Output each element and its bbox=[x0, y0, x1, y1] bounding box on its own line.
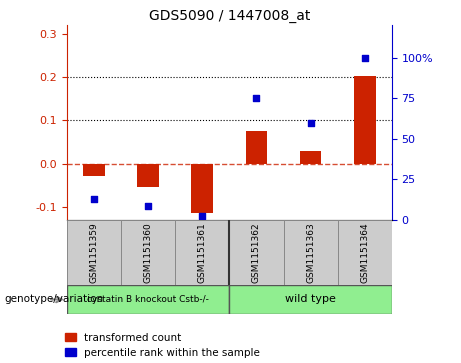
Legend: transformed count, percentile rank within the sample: transformed count, percentile rank withi… bbox=[65, 333, 260, 358]
Bar bbox=[246, 131, 267, 163]
Point bbox=[361, 55, 368, 61]
Bar bbox=[175, 220, 229, 285]
Text: cystatin B knockout Cstb-/-: cystatin B knockout Cstb-/- bbox=[87, 295, 209, 304]
Bar bbox=[67, 220, 121, 285]
Point bbox=[144, 203, 152, 209]
Text: GSM1151362: GSM1151362 bbox=[252, 222, 261, 283]
Text: GSM1151364: GSM1151364 bbox=[360, 222, 369, 283]
Bar bbox=[229, 285, 392, 314]
Bar bbox=[191, 163, 213, 213]
Bar bbox=[67, 285, 229, 314]
Bar bbox=[354, 76, 376, 163]
Point bbox=[90, 196, 98, 202]
Point bbox=[199, 213, 206, 219]
Point bbox=[307, 119, 314, 125]
Point bbox=[253, 95, 260, 101]
Bar bbox=[300, 151, 321, 163]
Title: GDS5090 / 1447008_at: GDS5090 / 1447008_at bbox=[148, 9, 310, 23]
Bar bbox=[121, 220, 175, 285]
Text: GSM1151361: GSM1151361 bbox=[198, 222, 207, 283]
Text: GSM1151363: GSM1151363 bbox=[306, 222, 315, 283]
Bar bbox=[229, 220, 284, 285]
Text: wild type: wild type bbox=[285, 294, 336, 305]
Bar bbox=[83, 163, 105, 176]
Bar bbox=[337, 220, 392, 285]
Text: GSM1151360: GSM1151360 bbox=[143, 222, 153, 283]
Text: GSM1151359: GSM1151359 bbox=[89, 222, 99, 283]
Bar bbox=[137, 163, 159, 187]
Bar bbox=[284, 220, 337, 285]
Text: genotype/variation: genotype/variation bbox=[5, 294, 104, 305]
